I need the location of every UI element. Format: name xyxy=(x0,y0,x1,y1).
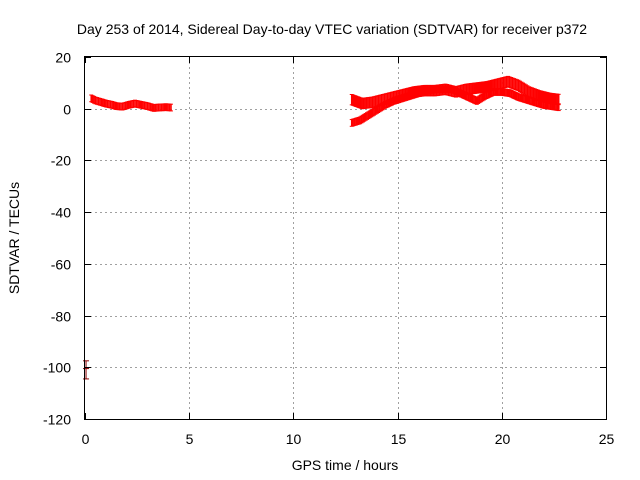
data-layer xyxy=(83,75,561,380)
y-tick-label: -120 xyxy=(43,412,71,428)
y-tick-label: -20 xyxy=(51,153,71,169)
y-tick-label: -100 xyxy=(43,360,71,376)
x-tick-labels: 0 5 10 15 20 25 xyxy=(82,431,615,447)
x-tick-label: 5 xyxy=(186,431,194,447)
y-tick-label: 0 xyxy=(63,102,71,118)
x-tick-label: 0 xyxy=(82,431,90,447)
x-tick-label: 10 xyxy=(286,431,302,447)
series-segment-2-lower xyxy=(349,85,561,127)
y-tick-labels: 20 0 -20 -40 -60 -80 -100 -120 xyxy=(43,50,71,428)
series-segment-1 xyxy=(89,94,173,112)
x-tick-label: 15 xyxy=(391,431,407,447)
ticks xyxy=(85,57,607,420)
chart-title: Day 253 of 2014, Sidereal Day-to-day VTE… xyxy=(77,21,587,37)
y-tick-label: -80 xyxy=(51,309,71,325)
x-tick-label: 20 xyxy=(495,431,511,447)
outlier-points xyxy=(83,360,90,380)
y-axis-title: SDTVAR / TECUs xyxy=(6,182,22,294)
x-axis-title: GPS time / hours xyxy=(292,457,399,473)
grid xyxy=(85,57,606,419)
plot-frame xyxy=(84,56,607,420)
y-tick-label: 20 xyxy=(55,50,71,66)
y-tick-label: -60 xyxy=(51,257,71,273)
y-tick-label: -40 xyxy=(51,205,71,221)
x-tick-label: 25 xyxy=(599,431,615,447)
